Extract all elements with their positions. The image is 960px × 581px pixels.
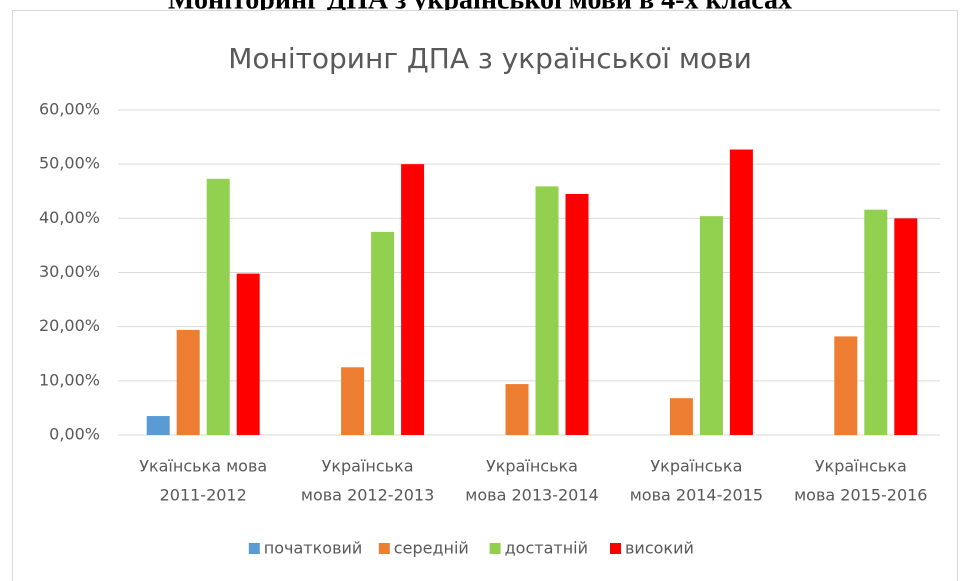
y-tick-label: 60,00%: [39, 100, 100, 119]
bar: [699, 216, 723, 435]
bar: [729, 149, 753, 435]
y-tick-label: 30,00%: [39, 262, 100, 281]
y-tick-label: 0,00%: [49, 425, 100, 444]
y-tick-label: 10,00%: [39, 370, 100, 389]
bar: [864, 209, 888, 435]
bar: [565, 193, 589, 435]
x-tick-label: Українська: [486, 457, 578, 476]
legend-label: високий: [625, 539, 694, 558]
bar: [669, 398, 693, 435]
x-tick-label: Українська: [322, 457, 414, 476]
x-tick-label: мова 2013-2014: [465, 486, 598, 505]
bar: [146, 416, 170, 435]
x-tick-label: мова 2014-2015: [630, 486, 763, 505]
bar: [176, 329, 200, 435]
legend-swatch: [610, 543, 621, 554]
bar: [401, 164, 425, 435]
bar: [894, 218, 918, 435]
chart-border: [12, 10, 958, 581]
x-tick-label: мова 2015-2016: [794, 486, 927, 505]
bar: [505, 384, 529, 435]
y-tick-label: 40,00%: [39, 208, 100, 227]
x-tick-label: Українська: [650, 457, 742, 476]
bar: [834, 336, 858, 435]
bar: [236, 273, 260, 435]
legend-swatch: [248, 543, 260, 554]
legend-swatch: [489, 543, 501, 554]
chart-title: Моніторинг ДПА з української мови: [228, 42, 752, 75]
bar: [535, 186, 559, 435]
x-tick-label: мова 2012-2013: [301, 486, 434, 505]
legend-swatch: [378, 543, 390, 554]
legend-label: початковий: [264, 539, 363, 558]
x-tick-label: Українська: [815, 457, 907, 476]
x-tick-label: Укаїнська мова: [139, 457, 267, 476]
y-tick-label: 20,00%: [39, 316, 100, 335]
legend-label: достатній: [505, 539, 588, 558]
bar: [371, 231, 395, 435]
x-tick-label: 2011-2012: [160, 486, 247, 505]
bar: [341, 367, 365, 435]
y-tick-label: 50,00%: [39, 154, 100, 173]
legend-label: середній: [394, 539, 469, 558]
bar: [206, 178, 230, 435]
